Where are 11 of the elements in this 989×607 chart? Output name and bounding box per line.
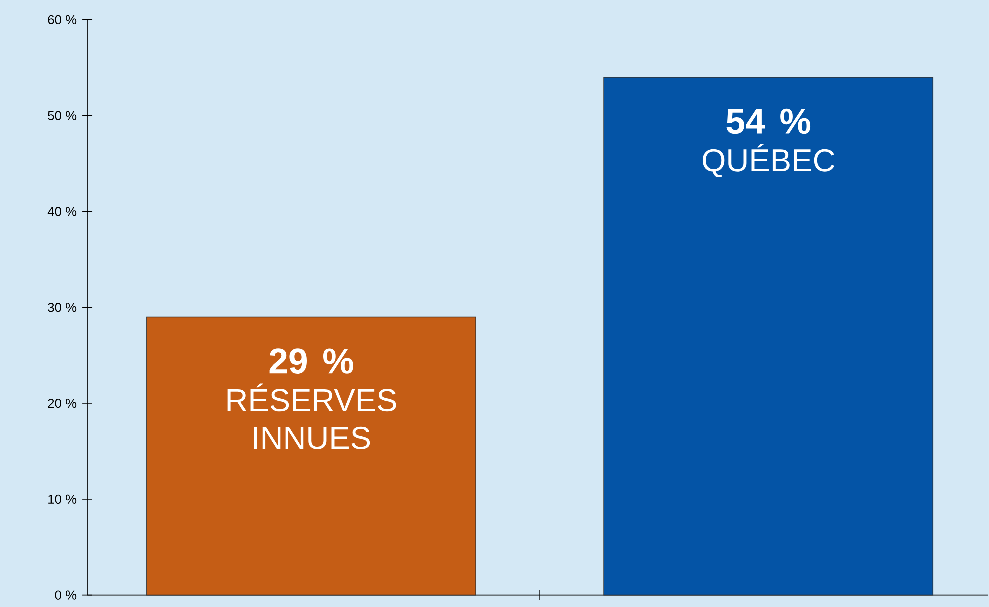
y-tick-label: 0 % bbox=[55, 590, 77, 600]
y-tick-label: 40 % bbox=[48, 207, 77, 216]
y-tick-label: 10 % bbox=[48, 494, 77, 504]
y-tick-label: 30 % bbox=[48, 302, 77, 312]
x-tick-label: QUÉBEC bbox=[702, 144, 835, 178]
data-label: 29 % bbox=[270, 348, 354, 374]
data-label: 54 % bbox=[726, 108, 811, 134]
y-tick-label: 50 % bbox=[48, 111, 77, 120]
y-tick-label: 60 % bbox=[48, 15, 77, 24]
x-tick-label: RÉSERVES INNUES bbox=[228, 384, 396, 450]
y-tick-label: 20 % bbox=[48, 398, 77, 408]
